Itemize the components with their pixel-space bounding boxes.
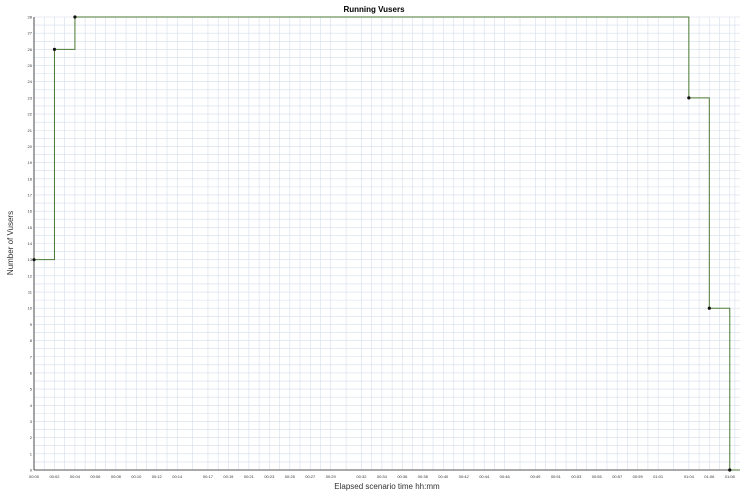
y-tick-label: 0 bbox=[30, 468, 33, 473]
y-tick-label: 23 bbox=[28, 95, 33, 100]
y-tick-label: 8 bbox=[30, 338, 33, 343]
x-tick-label: 00:14 bbox=[172, 474, 183, 479]
x-tick-label: 00:36 bbox=[397, 474, 408, 479]
x-tick-label: 00:57 bbox=[612, 474, 623, 479]
x-tick-label: 01:01 bbox=[653, 474, 664, 479]
y-tick-label: 1 bbox=[30, 451, 33, 456]
x-tick-label: 00:32 bbox=[356, 474, 367, 479]
x-tick-label: 00:42 bbox=[459, 474, 470, 479]
x-tick-label: 00:59 bbox=[633, 474, 644, 479]
x-tick-label: 00:40 bbox=[438, 474, 449, 479]
x-tick-label: 00:25 bbox=[285, 474, 296, 479]
data-point bbox=[707, 306, 711, 310]
y-tick-labels: 0123456789101112131415161718192021222324… bbox=[28, 15, 33, 473]
x-tick-label: 00:34 bbox=[377, 474, 388, 479]
x-tick-label: 01:04 bbox=[684, 474, 695, 479]
y-tick-label: 14 bbox=[28, 241, 33, 246]
y-tick-label: 3 bbox=[30, 419, 33, 424]
x-tick-label: 00:00 bbox=[29, 474, 40, 479]
x-tick-label: 00:17 bbox=[203, 474, 214, 479]
series-line-running-vusers bbox=[34, 16, 740, 471]
x-tick-label: 00:49 bbox=[530, 474, 541, 479]
x-tick-label: 00:12 bbox=[152, 474, 163, 479]
y-tick-label: 13 bbox=[28, 257, 33, 262]
y-tick-label: 2 bbox=[30, 435, 33, 440]
y-tick-label: 11 bbox=[28, 290, 33, 295]
x-tick-label: 00:02 bbox=[49, 474, 60, 479]
x-axis-label: Elapsed scenario time hh:mm bbox=[334, 482, 440, 491]
y-tick-label: 26 bbox=[28, 47, 33, 52]
data-point bbox=[32, 258, 36, 262]
x-tick-label: 00:46 bbox=[500, 474, 511, 479]
data-point bbox=[687, 96, 691, 100]
chart-title: Running Vusers bbox=[343, 5, 405, 14]
y-tick-label: 27 bbox=[28, 31, 33, 36]
y-tick-label: 18 bbox=[28, 176, 33, 181]
x-tick-label: 00:10 bbox=[131, 474, 142, 479]
y-tick-label: 19 bbox=[28, 160, 33, 165]
y-tick-label: 25 bbox=[28, 63, 33, 68]
x-tick-label: 00:29 bbox=[326, 474, 337, 479]
data-point bbox=[728, 468, 732, 472]
y-tick-label: 28 bbox=[28, 15, 33, 20]
x-tick-label: 00:19 bbox=[223, 474, 234, 479]
x-tick-label: 00:08 bbox=[111, 474, 122, 479]
y-tick-label: 24 bbox=[28, 79, 33, 84]
x-tick-label: 00:55 bbox=[592, 474, 603, 479]
y-tick-label: 21 bbox=[28, 128, 33, 133]
x-tick-label: 00:44 bbox=[479, 474, 490, 479]
y-axis-label: Number of Vusers bbox=[6, 211, 15, 275]
y-tick-label: 4 bbox=[30, 403, 33, 408]
y-tick-label: 5 bbox=[30, 387, 33, 392]
y-tick-label: 20 bbox=[28, 144, 33, 149]
axes bbox=[33, 17, 740, 471]
x-tick-label: 00:27 bbox=[305, 474, 316, 479]
y-tick-label: 16 bbox=[28, 209, 33, 214]
x-tick-label: 00:53 bbox=[571, 474, 582, 479]
x-tick-label: 00:23 bbox=[264, 474, 275, 479]
x-tick-label: 00:04 bbox=[70, 474, 81, 479]
data-point bbox=[52, 47, 57, 51]
x-tick-labels: 00:00 00:02 00:04 00:06 00:08 00:10 00:12 00:14… bbox=[29, 474, 736, 479]
y-tick-label: 6 bbox=[30, 370, 33, 375]
y-tick-label: 17 bbox=[28, 192, 33, 197]
x-tick-label: 01:08 bbox=[725, 474, 736, 479]
y-tick-label: 9 bbox=[30, 322, 33, 327]
x-tick-label: 00:06 bbox=[90, 474, 101, 479]
x-tick-label: 01:06 bbox=[704, 474, 715, 479]
y-tick-label: 12 bbox=[28, 273, 33, 278]
x-tick-label: 00:21 bbox=[244, 474, 255, 479]
y-tick-label: 10 bbox=[28, 306, 33, 311]
x-tick-label: 00:38 bbox=[418, 474, 429, 479]
y-tick-label: 22 bbox=[28, 112, 33, 117]
grid bbox=[33, 16, 740, 471]
y-tick-label: 15 bbox=[28, 225, 33, 230]
data-point bbox=[73, 15, 77, 19]
series-layer bbox=[32, 15, 740, 472]
x-tick-label: 00:51 bbox=[551, 474, 562, 479]
y-tick-label: 7 bbox=[30, 354, 33, 359]
